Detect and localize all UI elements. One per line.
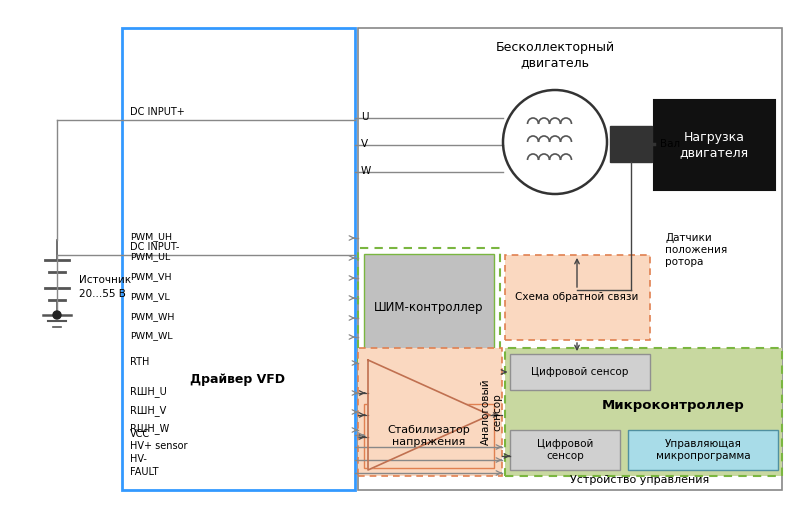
Text: Цифровой
сенсор: Цифровой сенсор (537, 439, 593, 461)
Bar (510, 430, 620, 470)
Text: FAULT: FAULT (130, 467, 159, 477)
Bar (358, 248, 500, 368)
Text: Драйвер VFD: Драйвер VFD (190, 373, 285, 387)
Text: Аналоговый
сенсор: Аналоговый сенсор (481, 378, 502, 445)
Text: Микроконтроллер: Микроконтроллер (602, 399, 744, 412)
Text: RШН_W: RШН_W (130, 423, 169, 434)
Text: PWM_WL: PWM_WL (130, 331, 173, 341)
Text: Устройство управления: Устройство управления (570, 475, 709, 485)
Text: PWM_UL: PWM_UL (130, 252, 171, 262)
Text: DC INPUT-: DC INPUT- (130, 242, 179, 252)
Text: PWM_WH: PWM_WH (130, 312, 175, 322)
Text: Вал: Вал (660, 139, 680, 149)
Text: Источник: Источник (79, 275, 131, 285)
Text: PWM_VH: PWM_VH (130, 272, 171, 281)
Text: VCC: VCC (130, 429, 150, 439)
Polygon shape (368, 360, 490, 470)
Text: HV+ sensor: HV+ sensor (130, 441, 187, 451)
Bar (628, 430, 778, 470)
Text: V: V (361, 139, 368, 149)
Text: PWM_VL: PWM_VL (130, 293, 170, 301)
Bar (122, 28, 355, 490)
Text: PWM_UH: PWM_UH (130, 233, 172, 241)
Text: Схема обратной связи: Схема обратной связи (515, 292, 638, 302)
Text: RTH: RTH (130, 357, 149, 367)
Bar (505, 255, 650, 340)
Text: Нагрузка
двигателя: Нагрузка двигателя (679, 131, 749, 159)
Text: Цифровой сенсор: Цифровой сенсор (532, 367, 629, 377)
Bar (358, 28, 782, 490)
Text: U: U (361, 112, 368, 122)
Text: ШИМ-контроллер: ШИМ-контроллер (374, 301, 483, 314)
Bar (505, 348, 782, 476)
Bar (364, 254, 494, 362)
Text: W: W (361, 166, 371, 176)
Text: RШН_V: RШН_V (130, 405, 166, 417)
Bar (510, 354, 650, 390)
Bar (610, 126, 652, 162)
Text: Датчики
положения
ротора: Датчики положения ротора (665, 233, 728, 267)
Text: HV-: HV- (130, 454, 147, 464)
Bar (358, 348, 502, 476)
Text: DC INPUT+: DC INPUT+ (130, 107, 185, 117)
Circle shape (53, 311, 61, 319)
Bar (364, 404, 494, 468)
Text: Бесколлекторный
двигатель: Бесколлекторный двигатель (495, 41, 615, 69)
Text: RШН_U: RШН_U (130, 387, 167, 398)
Bar (654, 100, 775, 190)
Text: 20...55 В: 20...55 В (79, 289, 126, 299)
Text: Стабилизатор
напряжения: Стабилизатор напряжения (388, 425, 470, 447)
Text: Управляющая
микропрограмма: Управляющая микропрограмма (656, 439, 750, 461)
